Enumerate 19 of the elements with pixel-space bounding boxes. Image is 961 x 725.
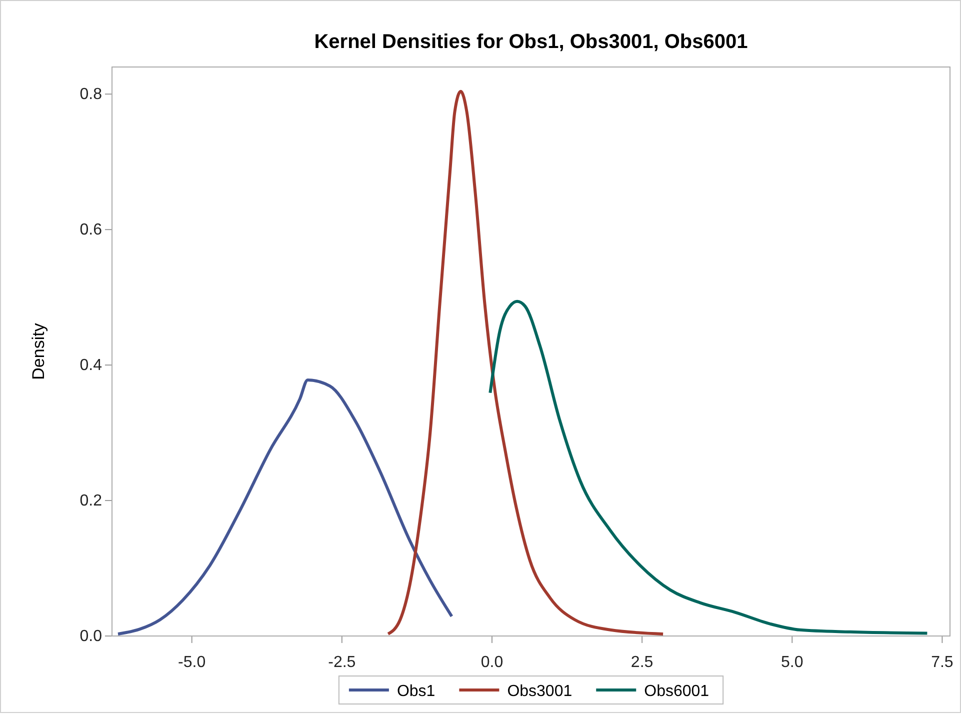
y-axis-title: Density: [29, 322, 48, 380]
line-series: [488, 300, 929, 635]
line-series: [386, 90, 665, 636]
y-tick-label: 0.8: [80, 86, 102, 104]
x-tick-label: 5.0: [781, 654, 804, 671]
y-tick-label: 0.0: [80, 628, 102, 646]
y-tick-label: 0.2: [80, 492, 102, 510]
x-tick-label: 0.0: [480, 654, 504, 671]
chart-title: Kernel Densities for Obs1, Obs3001, Obs6001: [314, 31, 748, 53]
line-series: [116, 378, 454, 636]
y-tick-label: 0.6: [80, 222, 102, 239]
x-tick-label: -2.5: [328, 654, 356, 671]
y-tick-label: 0.4: [80, 357, 102, 374]
legend-label: Obs1: [396, 683, 436, 700]
legend-label: Obs3001: [507, 683, 572, 700]
x-tick-label: -5.0: [178, 654, 206, 671]
legend-label: Obs6001: [644, 683, 710, 700]
x-tick-label: 2.5: [630, 654, 654, 671]
x-tick-label: 7.5: [931, 654, 954, 671]
